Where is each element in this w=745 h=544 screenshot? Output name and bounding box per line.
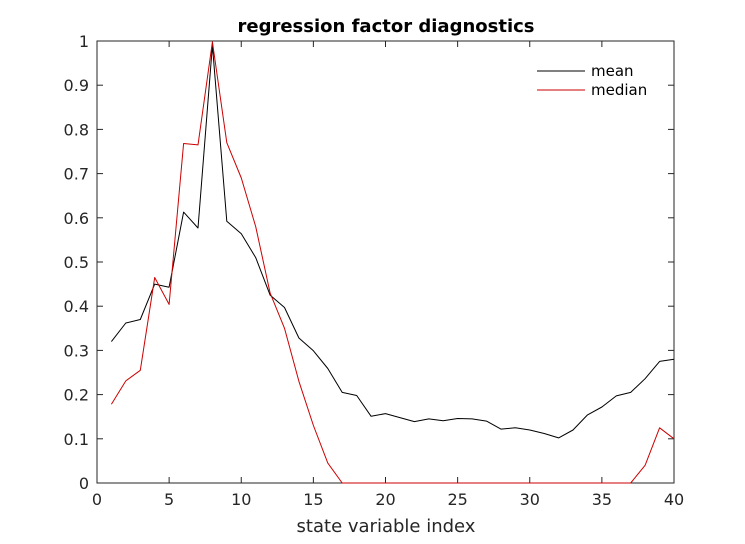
x-tick-label: 35: [592, 490, 612, 509]
legend-label-mean: mean: [591, 62, 634, 80]
x-tick-labels: 0 5 10 15 20 25 30 35 40: [92, 490, 684, 509]
y-tick-label: 0.6: [64, 209, 89, 228]
y-tick-label: 0: [79, 474, 89, 493]
chart-title: regression factor diagnostics: [238, 16, 535, 37]
plot-area: [96, 40, 675, 484]
axis-ticks: [96, 40, 675, 484]
x-tick-label: 20: [375, 490, 395, 509]
x-tick-label: 0: [92, 490, 102, 509]
x-tick-label: 25: [447, 490, 467, 509]
y-tick-label: 0.1: [64, 430, 89, 449]
y-tick-label: 0.2: [64, 386, 89, 405]
series-line-median: [110, 41, 675, 484]
x-tick-label: 5: [164, 490, 174, 509]
y-tick-label: 0.7: [64, 165, 89, 184]
y-tick-label: 0.8: [64, 120, 89, 139]
series-layer: [110, 41, 675, 484]
y-tick-label: 1: [79, 32, 89, 51]
x-axis-label: state variable index: [297, 516, 476, 537]
y-tick-labels: 0 0.1 0.2 0.3 0.4 0.5 0.6 0.7 0.8 0.9 1: [64, 32, 89, 493]
y-tick-label: 0.5: [64, 253, 89, 272]
x-tick-label: 40: [664, 490, 684, 509]
y-tick-label: 0.3: [64, 341, 89, 360]
y-tick-label: 0.9: [64, 76, 89, 95]
x-tick-label: 10: [231, 490, 251, 509]
series-line-mean: [111, 44, 675, 439]
x-tick-label: 30: [520, 490, 540, 509]
x-tick-label: 15: [303, 490, 323, 509]
y-tick-label: 0.4: [64, 297, 89, 316]
legend-label-median: median: [591, 81, 647, 99]
